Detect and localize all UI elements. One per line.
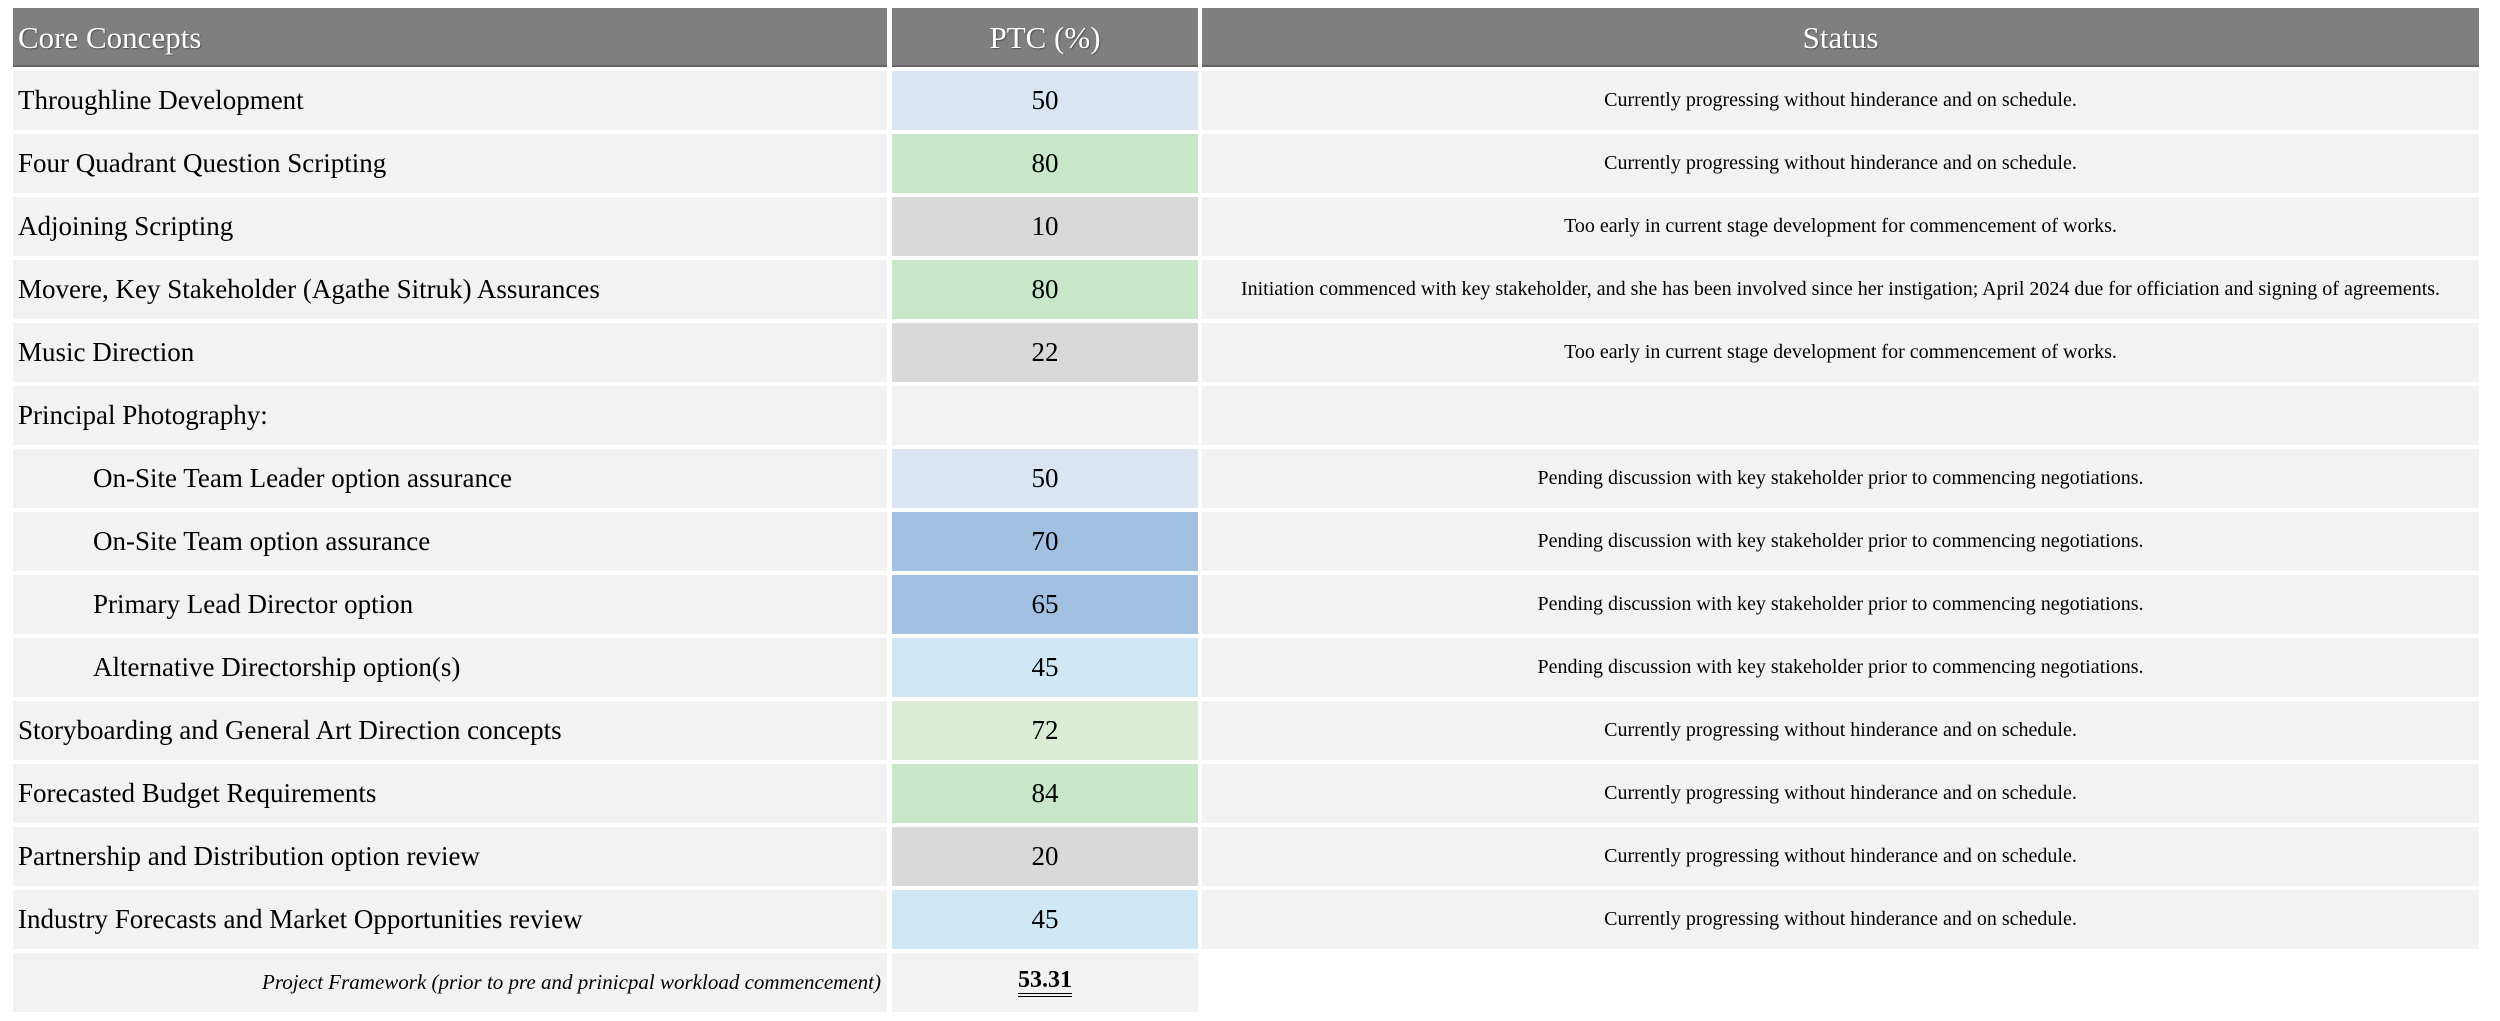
ptc-value-cell: 70 [892, 512, 1198, 571]
footer-row: Project Framework (prior to pre and prin… [13, 953, 2479, 1012]
status-cell: Initiation commenced with key stakeholde… [1202, 260, 2479, 319]
table-row: Throughline Development 50 Currently pro… [13, 71, 2479, 130]
ptc-value-cell [892, 386, 1198, 445]
status-cell [1202, 386, 2479, 445]
table-row: Partnership and Distribution option revi… [13, 827, 2479, 886]
concept-label-cell: Music Direction [13, 323, 887, 382]
footer-total-cell: 53.31 [892, 953, 1198, 1012]
status-cell: Currently progressing without hinderance… [1202, 827, 2479, 886]
concept-label-cell: Four Quadrant Question Scripting [13, 134, 887, 193]
table-row: Principal Photography: [13, 386, 2479, 445]
ptc-value-cell: 72 [892, 701, 1198, 760]
status-cell: Too early in current stage development f… [1202, 323, 2479, 382]
status-cell: Currently progressing without hinderance… [1202, 890, 2479, 949]
table-row: On-Site Team Leader option assurance 50 … [13, 449, 2479, 508]
concept-label-cell: Throughline Development [13, 71, 887, 130]
header-ptc: PTC (%) [892, 8, 1198, 67]
status-cell: Pending discussion with key stakeholder … [1202, 512, 2479, 571]
header-status: Status [1202, 8, 2479, 67]
ptc-value-cell: 65 [892, 575, 1198, 634]
status-cell: Pending discussion with key stakeholder … [1202, 449, 2479, 508]
status-cell: Too early in current stage development f… [1202, 197, 2479, 256]
ptc-value-cell: 10 [892, 197, 1198, 256]
ptc-value-cell: 84 [892, 764, 1198, 823]
concept-label-cell: Storyboarding and General Art Direction … [13, 701, 887, 760]
concept-label-cell: Movere, Key Stakeholder (Agathe Sitruk) … [13, 260, 887, 319]
table-row: Industry Forecasts and Market Opportunit… [13, 890, 2479, 949]
concept-label-cell: Industry Forecasts and Market Opportunit… [13, 890, 887, 949]
status-cell: Currently progressing without hinderance… [1202, 134, 2479, 193]
concept-label-cell: Primary Lead Director option [13, 575, 887, 634]
table-row: Music Direction 22 Too early in current … [13, 323, 2479, 382]
ptc-value-cell: 20 [892, 827, 1198, 886]
table-row: Forecasted Budget Requirements 84 Curren… [13, 764, 2479, 823]
ptc-value-cell: 80 [892, 260, 1198, 319]
table-row: On-Site Team option assurance 70 Pending… [13, 512, 2479, 571]
ptc-value-cell: 50 [892, 71, 1198, 130]
ptc-value-cell: 50 [892, 449, 1198, 508]
header-row: Core Concepts PTC (%) Status [13, 8, 2479, 67]
footer-empty-cell [1202, 953, 2479, 1012]
ptc-value-cell: 80 [892, 134, 1198, 193]
table-row: Primary Lead Director option 65 Pending … [13, 575, 2479, 634]
table-row: Four Quadrant Question Scripting 80 Curr… [13, 134, 2479, 193]
concept-label-cell: Adjoining Scripting [13, 197, 887, 256]
ptc-value-cell: 45 [892, 638, 1198, 697]
status-cell: Currently progressing without hinderance… [1202, 701, 2479, 760]
status-cell: Currently progressing without hinderance… [1202, 764, 2479, 823]
concept-label-cell: Alternative Directorship option(s) [13, 638, 887, 697]
table-row: Movere, Key Stakeholder (Agathe Sitruk) … [13, 260, 2479, 319]
status-cell: Currently progressing without hinderance… [1202, 71, 2479, 130]
concept-label-cell: On-Site Team Leader option assurance [13, 449, 887, 508]
header-core-concepts: Core Concepts [13, 8, 887, 67]
ptc-value-cell: 45 [892, 890, 1198, 949]
concept-label-cell: Forecasted Budget Requirements [13, 764, 887, 823]
footer-label: Project Framework (prior to pre and prin… [13, 953, 887, 1012]
status-cell: Pending discussion with key stakeholder … [1202, 575, 2479, 634]
table-row: Alternative Directorship option(s) 45 Pe… [13, 638, 2479, 697]
table-row: Adjoining Scripting 10 Too early in curr… [13, 197, 2479, 256]
progress-table: Core Concepts PTC (%) Status Throughline… [13, 8, 2479, 1016]
concept-label-cell: Partnership and Distribution option revi… [13, 827, 887, 886]
concept-label-cell: Principal Photography: [13, 386, 887, 445]
footer-total-value: 53.31 [1018, 967, 1072, 998]
concept-label-cell: On-Site Team option assurance [13, 512, 887, 571]
status-cell: Pending discussion with key stakeholder … [1202, 638, 2479, 697]
table-row: Storyboarding and General Art Direction … [13, 701, 2479, 760]
ptc-value-cell: 22 [892, 323, 1198, 382]
